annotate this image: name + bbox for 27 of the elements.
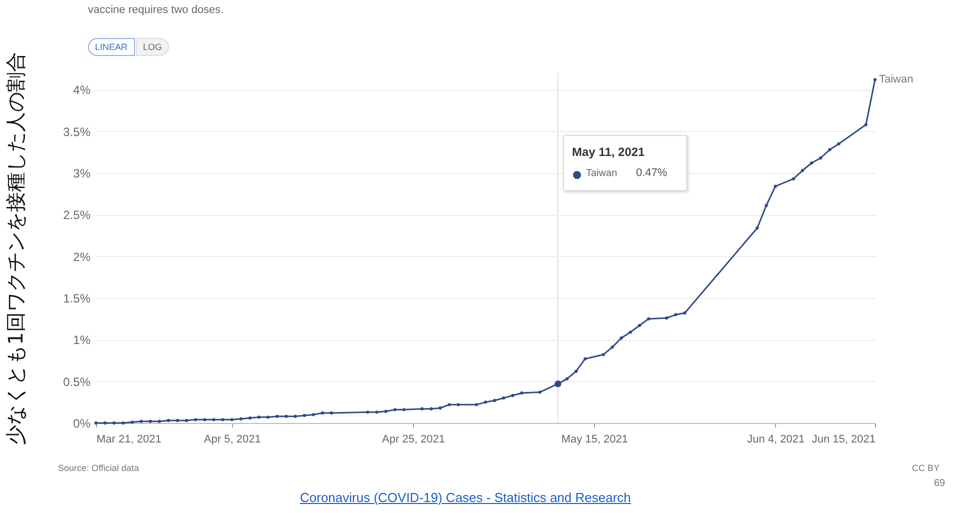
text: Coronavirus (COVID-19) Cases - Statistics and Research <box>300 490 631 505</box>
y-tick-label: 0.5% <box>63 374 91 389</box>
y-tick-label: 0% <box>73 416 91 430</box>
text: Taiwan <box>879 74 914 86</box>
y-tick-label: 1.5% <box>63 292 91 306</box>
x-tick-label: May 15, 2021 <box>561 434 628 446</box>
x-tick-label: Apr 25, 2021 <box>382 434 446 446</box>
legend-label: Taiwan <box>586 168 618 179</box>
y-tick-label: 3.5% <box>63 124 91 139</box>
annotation: 0.47% <box>636 167 668 179</box>
y-tick-label: 2% <box>73 250 91 264</box>
y-axis-title: 少なくとも1回ワクチンを接種した人の割合 <box>4 52 28 445</box>
x-tick-label: Jun 4, 2021 <box>747 434 805 446</box>
text: vaccine requires two doses. <box>88 4 224 16</box>
x-tick-label: Mar 21, 2021 <box>96 434 162 446</box>
text: LOG <box>136 38 170 56</box>
x-tick-label: Jun 15, 2021 <box>812 434 876 446</box>
source-note: Source: Official data <box>58 463 139 473</box>
text: LINEAR <box>88 38 135 56</box>
text: CC BY <box>912 463 940 473</box>
y-tick-label: 2.5% <box>63 208 91 222</box>
text: 69 <box>934 478 946 489</box>
x-tick-label: Apr 5, 2021 <box>204 434 261 446</box>
y-tick-label: 4% <box>73 83 91 98</box>
annotation: May 11, 2021 <box>572 145 645 159</box>
y-tick-label: 1% <box>73 333 91 348</box>
y-tick-label: 3% <box>73 166 91 180</box>
